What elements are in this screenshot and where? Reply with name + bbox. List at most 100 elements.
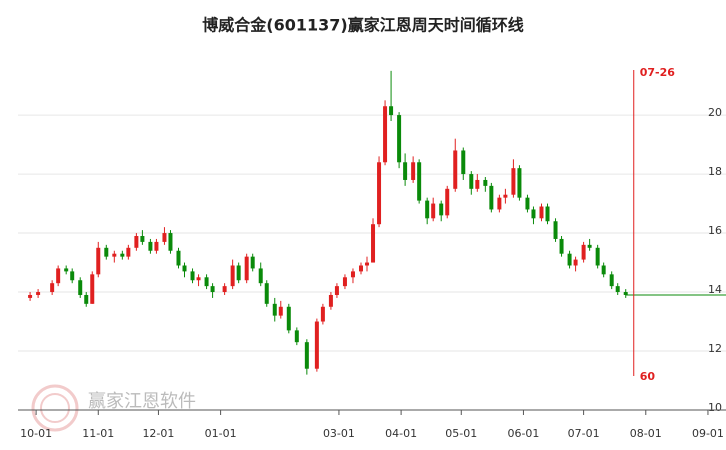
candle-body [503, 194, 508, 198]
x-tick-label: 05-01 [445, 427, 477, 440]
candle-body [545, 206, 550, 222]
candle-body [425, 200, 430, 219]
cycle-period-label: 60 [640, 370, 656, 383]
candle-body [112, 253, 117, 257]
candle-body [623, 292, 628, 295]
x-tick-label: 07-01 [568, 427, 600, 440]
candle-body [140, 236, 145, 242]
candle-body [511, 168, 516, 195]
y-tick-label: 20 [708, 106, 722, 119]
candle-body [294, 330, 299, 343]
x-tick-label: 11-01 [82, 427, 114, 440]
candle-body [286, 306, 291, 331]
candle-body [250, 256, 255, 269]
candle-body [439, 203, 444, 216]
candle-body [278, 306, 283, 316]
y-tick-label: 10 [708, 401, 722, 414]
candle-body [134, 236, 139, 248]
candle-body [517, 168, 522, 198]
candle-body [489, 185, 494, 210]
candle-body [84, 294, 89, 304]
candle-body [461, 150, 466, 175]
candle-body [56, 268, 61, 284]
candle-body [417, 162, 422, 201]
candle-body [389, 106, 394, 116]
chart-title: 博威合金(601137)赢家江恩周天时间循环线 [202, 16, 523, 35]
candle-body [168, 233, 173, 251]
candle-body [50, 283, 55, 293]
candle-body [445, 188, 450, 216]
candle-body [383, 106, 388, 163]
candle-body [320, 306, 325, 322]
candle-body [190, 271, 195, 281]
candle-body [567, 253, 572, 266]
candle-body [573, 259, 578, 266]
candle-body [525, 197, 530, 210]
candle-body [258, 268, 263, 284]
cycle-date-label: 07-26 [640, 66, 676, 79]
x-tick-label: 06-01 [507, 427, 539, 440]
candle-body [230, 265, 235, 287]
candle-body [120, 253, 125, 257]
candle-body [126, 247, 131, 257]
candle-body [371, 224, 376, 263]
candle-body [453, 150, 458, 189]
candle-body [176, 250, 181, 266]
candle-body [431, 203, 436, 219]
candle-body [272, 303, 277, 316]
candle-body [182, 265, 187, 272]
candle-body [314, 321, 319, 369]
candle-body [601, 265, 606, 275]
candle-body [342, 277, 347, 287]
candle-body [154, 241, 159, 251]
candle-body [397, 115, 402, 163]
y-tick-label: 18 [708, 165, 722, 178]
candle-body [304, 342, 309, 369]
candle-body [411, 162, 416, 180]
candle-body [78, 280, 83, 295]
candle-body [358, 265, 363, 272]
candle-body [595, 247, 600, 266]
candle-body [244, 256, 249, 281]
x-tick-label: 01-01 [205, 427, 237, 440]
candle-body [334, 286, 339, 295]
candle-body [475, 179, 480, 189]
watermark-logo [31, 384, 79, 432]
candle-body [365, 262, 370, 266]
y-tick-label: 16 [708, 224, 722, 237]
candle-body [615, 286, 620, 293]
candle-body [553, 221, 558, 239]
candle-body [64, 268, 69, 272]
candle-body [469, 174, 474, 189]
x-tick-label: 08-01 [630, 427, 662, 440]
x-tick-label: 04-01 [385, 427, 417, 440]
x-tick-label: 03-01 [323, 427, 355, 440]
candle-body [587, 244, 592, 248]
candle-body [148, 241, 153, 251]
candle-body [96, 247, 101, 275]
candle-body [236, 265, 241, 281]
candle-body [90, 274, 95, 304]
x-tick-label: 12-01 [142, 427, 174, 440]
x-tick-label: 09-01 [692, 427, 724, 440]
candle-body [70, 271, 75, 281]
candle-body [162, 233, 167, 242]
y-tick-label: 14 [708, 283, 722, 296]
candle-body [531, 209, 536, 219]
x-tick-label: 10-01 [20, 427, 52, 440]
candle-body [539, 206, 544, 219]
candle-body [497, 197, 502, 210]
candle-body [581, 244, 586, 260]
candle-body [403, 162, 408, 180]
candle-body [377, 162, 382, 225]
candle-body [104, 247, 109, 257]
candle-body [210, 286, 215, 293]
candle-body [36, 292, 41, 295]
candle-body [28, 294, 33, 298]
watermark: 赢家江恩软件 [88, 390, 196, 412]
candle-body [559, 238, 564, 254]
candle-body [264, 283, 269, 304]
candle-body [196, 277, 201, 281]
candle-body [609, 274, 614, 287]
